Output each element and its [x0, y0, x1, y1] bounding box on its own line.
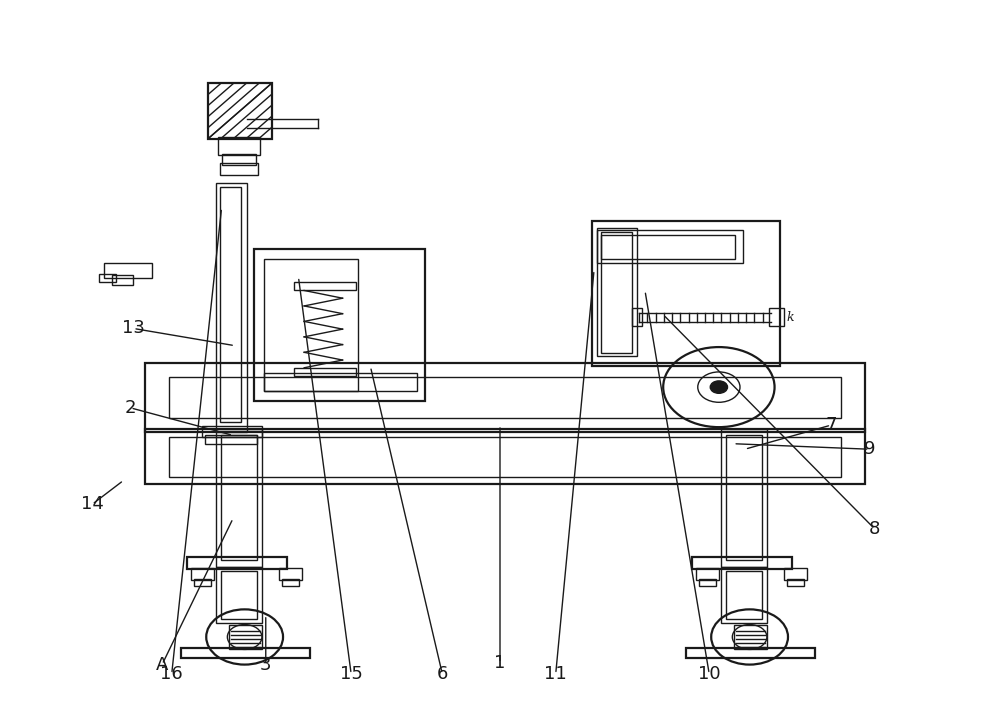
- Bar: [220, 163, 258, 175]
- Bar: [279, 568, 302, 580]
- Text: 9: 9: [864, 440, 875, 458]
- Text: 7: 7: [825, 416, 837, 434]
- Bar: [721, 567, 767, 623]
- Bar: [597, 230, 743, 263]
- Bar: [220, 187, 241, 421]
- Bar: [699, 579, 716, 586]
- Bar: [221, 436, 257, 559]
- Bar: [187, 557, 287, 569]
- Bar: [145, 363, 865, 432]
- Bar: [145, 429, 865, 484]
- Text: 14: 14: [81, 495, 103, 513]
- Bar: [264, 373, 417, 390]
- Bar: [169, 377, 841, 418]
- Bar: [726, 436, 762, 559]
- Bar: [202, 426, 262, 437]
- Circle shape: [710, 381, 728, 393]
- Bar: [194, 579, 211, 586]
- Bar: [769, 308, 784, 326]
- Text: 15: 15: [340, 665, 363, 683]
- Bar: [696, 568, 719, 580]
- Text: 16: 16: [160, 665, 183, 683]
- Bar: [784, 568, 807, 580]
- Bar: [99, 274, 116, 282]
- Bar: [181, 648, 310, 658]
- Bar: [264, 260, 358, 390]
- Text: 1: 1: [494, 654, 506, 672]
- Bar: [216, 567, 262, 623]
- Text: 8: 8: [869, 520, 880, 538]
- Bar: [726, 571, 762, 619]
- Bar: [592, 221, 780, 367]
- Bar: [294, 282, 356, 290]
- Bar: [692, 557, 792, 569]
- Text: k: k: [786, 311, 794, 324]
- Text: 13: 13: [122, 319, 145, 337]
- Bar: [216, 429, 262, 567]
- Bar: [222, 154, 256, 165]
- Text: 10: 10: [698, 665, 721, 683]
- Bar: [282, 579, 299, 586]
- Text: A: A: [156, 656, 168, 674]
- Bar: [254, 249, 425, 401]
- Bar: [104, 263, 152, 278]
- Bar: [205, 436, 257, 444]
- Bar: [601, 232, 632, 352]
- Bar: [294, 368, 356, 376]
- Text: 2: 2: [125, 399, 136, 417]
- Bar: [229, 625, 262, 649]
- Bar: [721, 429, 767, 567]
- Bar: [191, 568, 214, 580]
- Bar: [787, 579, 804, 586]
- Bar: [208, 83, 272, 139]
- Bar: [601, 234, 735, 260]
- Text: 3: 3: [260, 656, 272, 674]
- Bar: [734, 625, 767, 649]
- Bar: [597, 229, 637, 356]
- Bar: [216, 183, 247, 432]
- Bar: [112, 275, 133, 285]
- Bar: [169, 437, 841, 477]
- Bar: [218, 137, 260, 155]
- Bar: [632, 308, 642, 326]
- Text: 6: 6: [437, 665, 448, 683]
- Bar: [221, 571, 257, 619]
- Text: 11: 11: [544, 665, 567, 683]
- Bar: [686, 648, 815, 658]
